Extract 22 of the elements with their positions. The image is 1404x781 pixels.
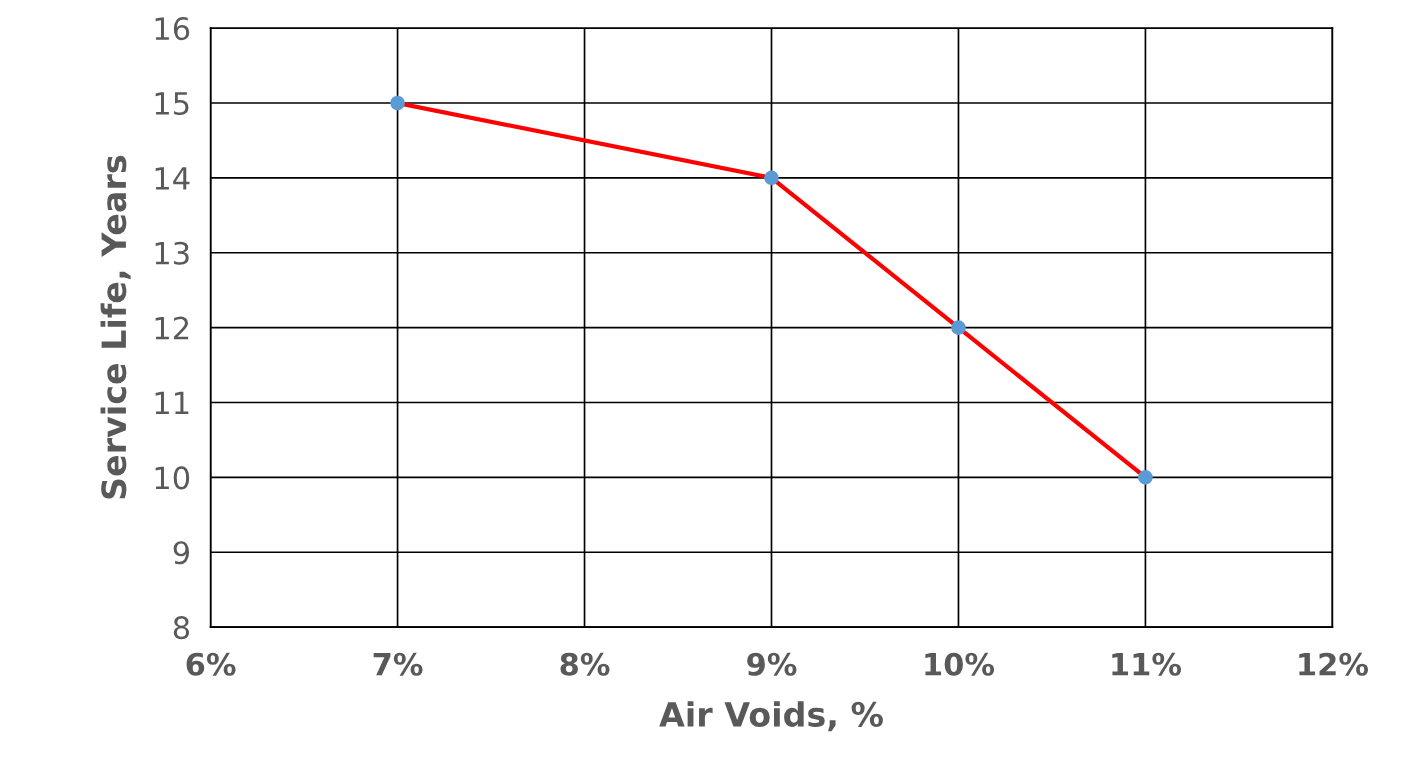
point: [1138, 470, 1153, 485]
y-axis-title: Service Life, Years: [100, 155, 131, 499]
y-tick-label: 12: [155, 316, 189, 340]
y-tick-label: 13: [155, 241, 189, 265]
x-tick-label: 8%: [560, 652, 610, 676]
y-tick-label: 10: [155, 466, 190, 490]
point: [764, 170, 779, 186]
point: [951, 320, 966, 335]
y-tick-label: 16: [155, 17, 190, 41]
y-tick-label: 14: [155, 167, 190, 190]
point: [390, 95, 405, 111]
x-tick-label: 12%: [1299, 652, 1368, 676]
y-tick-label: 15: [155, 92, 189, 116]
x-tick-label: 10%: [925, 652, 995, 676]
y-tick-label: 9: [173, 541, 190, 565]
x-tick-label: 9%: [747, 652, 797, 676]
x-axis-title: Air Voids, %: [659, 701, 883, 732]
x-tick-label: 11%: [1112, 652, 1182, 676]
x-tick-label: 6%: [186, 652, 236, 676]
x-tick-label: 7%: [373, 652, 423, 676]
y-tick-label: 11: [155, 391, 189, 415]
y-tick-label: 8: [173, 616, 190, 640]
